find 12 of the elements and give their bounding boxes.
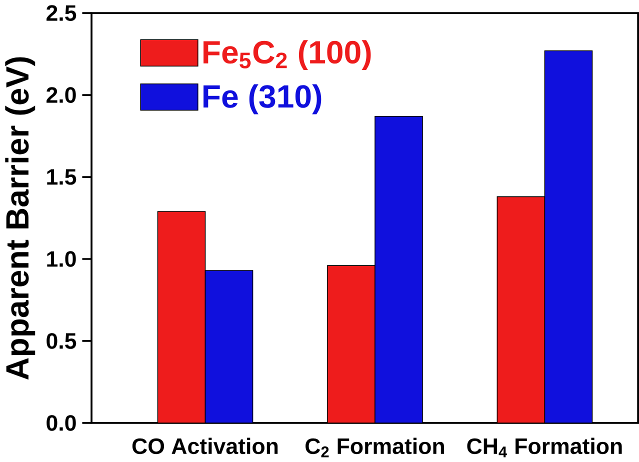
legend-label: Fe (310) — [204, 84, 322, 114]
x-tick-label: CO Activation — [132, 438, 278, 454]
y-tick-label: 0.5 — [46, 332, 76, 349]
x-tick-label: C$_{2}$ Formation — [306, 438, 444, 458]
y-tick-label: 0.0 — [46, 414, 76, 431]
y-tick-label: 2.0 — [46, 86, 76, 103]
x-tick-label: CH$_{4}$ Formation — [467, 438, 622, 458]
y-tick-label: 2.5 — [46, 4, 76, 21]
y-tick-label: 1.0 — [47, 250, 76, 267]
y-tick-label: 1.5 — [47, 169, 76, 185]
legend-label: Fe$_{5}$C$_{2}$ (100) — [204, 40, 371, 70]
y-axis-title: Apparent Barrier (eV) — [5, 57, 36, 380]
